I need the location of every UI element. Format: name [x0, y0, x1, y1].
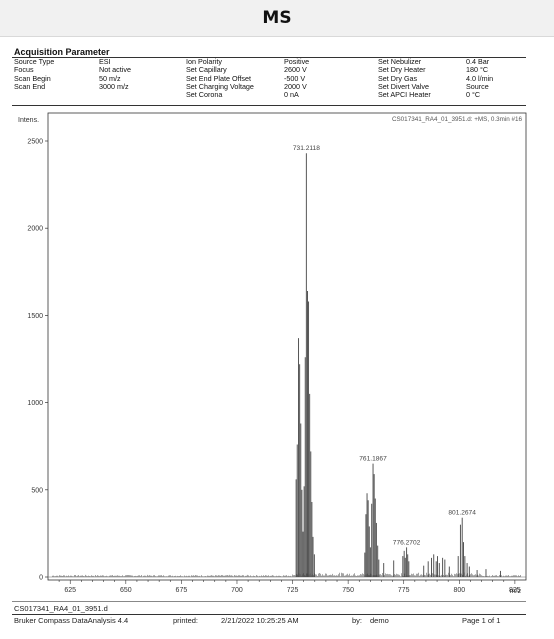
- param-label: Set Divert Valve: [378, 81, 429, 91]
- param-value: Source: [466, 81, 489, 91]
- y-axis-label: Intens.: [18, 117, 39, 124]
- param-value: 4.0 l/min: [466, 73, 494, 83]
- param-label: Set Nebulizer: [378, 57, 422, 66]
- param-value: 50 m/z: [99, 73, 121, 83]
- ms-report: Acquisition Parameter Source Type Focus …: [0, 37, 554, 639]
- footer-printed-label: printed:: [173, 616, 199, 625]
- peak-label: 776.2702: [393, 539, 421, 546]
- y-tick-label: 500: [31, 487, 43, 494]
- x-ticks: 625 650 675 700 725 750 775 800 825: [58, 580, 521, 594]
- param-label: Set Charging Voltage: [186, 81, 254, 91]
- y-tick-label: 2000: [27, 226, 43, 233]
- peak-labels: 731.2118 761.1867 776.2702 801.2674: [293, 145, 476, 546]
- footer-by-label: by:: [352, 616, 363, 625]
- param-label: Set Corona: [186, 90, 223, 100]
- param-label: Scan Begin: [14, 73, 51, 83]
- param-col3-labels: Set Nebulizer Set Dry Heater Set Dry Gas…: [378, 57, 431, 100]
- param-label: Set APCI Heater: [378, 90, 431, 100]
- mass-spectrum-chart: Intens. CS017341_RA4_01_3951.d: +MS, 0.3…: [18, 112, 527, 595]
- x-tick-label: 725: [287, 587, 299, 594]
- param-value: 2600 V: [284, 65, 307, 75]
- param-label: Set Capillary: [186, 65, 227, 75]
- param-value: 0.4 Bar: [466, 57, 490, 66]
- param-value: Not active: [99, 65, 131, 75]
- noise-baseline: [48, 572, 526, 578]
- noise-trace: [52, 572, 521, 577]
- peak-label: 761.1867: [359, 456, 387, 463]
- param-col1-labels: Source Type Focus Scan Begin Scan End: [14, 57, 55, 91]
- spectrum-header-text: CS017341_RA4_01_3951.d: +MS, 0.3min #16: [392, 116, 523, 123]
- footer-rule-2: [12, 614, 526, 615]
- x-tick-label: 825: [509, 587, 521, 594]
- x-tick-label: 800: [453, 587, 465, 594]
- plot-frame: [47, 112, 527, 581]
- param-col1-values: ESI Not active 50 m/z 3000 m/z: [99, 57, 131, 91]
- param-label: Scan End: [14, 81, 46, 91]
- param-col2-values: Positive 2600 V -500 V 2000 V 0 nA: [284, 57, 310, 100]
- x-tick-label: 775: [398, 587, 410, 594]
- acquisition-rule: [12, 57, 526, 58]
- param-label: Set Dry Heater: [378, 65, 426, 75]
- y-ticks: 0 500 1000 1500 2000 2500: [27, 139, 48, 582]
- x-axis-label: m/z: [510, 588, 522, 595]
- page-title: MS: [262, 8, 292, 28]
- x-tick-label: 625: [64, 587, 76, 594]
- y-tick-label: 2500: [27, 139, 43, 146]
- param-col3-values: 0.4 Bar 180 °C 4.0 l/min Source 0 °C: [466, 57, 494, 100]
- footer-filename: CS017341_RA4_01_3951.d: [14, 604, 108, 613]
- y-tick-label: 0: [39, 575, 43, 582]
- param-value: 0 °C: [466, 90, 481, 100]
- param-value: Positive: [284, 57, 310, 66]
- peaks: [295, 153, 501, 577]
- x-tick-label: 700: [231, 587, 243, 594]
- param-label: Source Type: [14, 57, 55, 66]
- param-value: -500 V: [284, 73, 306, 83]
- footer-software: Bruker Compass DataAnalysis 4.4: [14, 616, 129, 625]
- peak-label: 731.2118: [293, 145, 320, 152]
- peak-label: 801.2674: [448, 510, 476, 517]
- param-value: 3000 m/z: [99, 81, 129, 91]
- param-label: Ion Polarity: [186, 57, 222, 66]
- param-value: 180 °C: [466, 65, 489, 75]
- param-label: Set End Plate Offset: [186, 73, 251, 83]
- x-tick-label: 675: [176, 587, 188, 594]
- footer-by-value: demo: [370, 616, 389, 625]
- footer-rule: [12, 601, 526, 602]
- page-header: MS: [0, 0, 554, 37]
- y-tick-label: 1500: [27, 313, 43, 320]
- x-tick-label: 750: [342, 587, 354, 594]
- param-value: 2000 V: [284, 81, 307, 91]
- param-value: ESI: [99, 57, 111, 66]
- chart-top-rule: [12, 105, 526, 106]
- param-label: Focus: [14, 65, 34, 75]
- footer-page: Page 1 of 1: [462, 616, 501, 625]
- x-tick-label: 650: [120, 587, 132, 594]
- footer-printed-value: 2/21/2022 10:25:25 AM: [221, 616, 299, 625]
- y-tick-label: 1000: [27, 400, 43, 407]
- param-label: Set Dry Gas: [378, 73, 418, 83]
- param-col2-labels: Ion Polarity Set Capillary Set End Plate…: [186, 57, 254, 100]
- param-value: 0 nA: [284, 90, 299, 100]
- acquisition-title: Acquisition Parameter: [14, 47, 110, 57]
